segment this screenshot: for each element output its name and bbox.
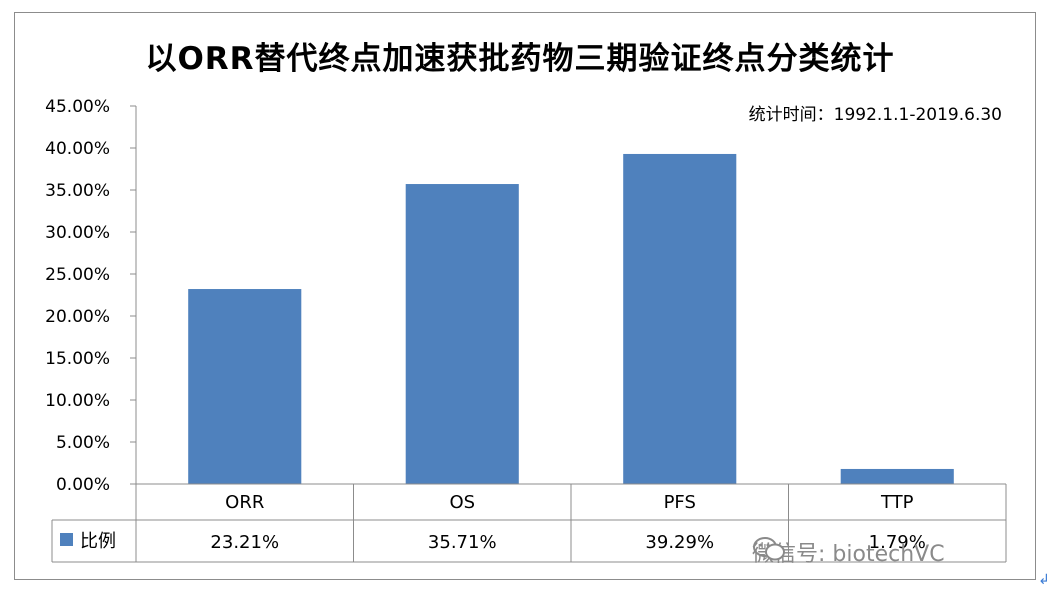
- watermark: 微信号: biotechVC: [752, 536, 945, 568]
- table-value-label: 35.71%: [428, 532, 497, 553]
- table-value-label: 1.79%: [869, 532, 926, 553]
- chart-subtitle: 统计时间：1992.1.1-2019.6.30: [748, 105, 1002, 125]
- x-category-label: TTP: [880, 492, 914, 513]
- table-value-label: 23.21%: [210, 532, 279, 553]
- y-tick-label: 0.00%: [56, 475, 110, 495]
- legend-swatch: [60, 533, 73, 546]
- y-tick-label: 10.00%: [45, 391, 110, 411]
- y-tick-label: 35.00%: [45, 181, 110, 201]
- y-tick-label: 20.00%: [45, 307, 110, 327]
- return-icon: ↲: [1038, 572, 1050, 588]
- bar-orr: [188, 289, 302, 484]
- bar-ttp: [840, 468, 954, 484]
- y-tick-label: 45.00%: [45, 97, 110, 117]
- y-tick-label: 25.00%: [45, 265, 110, 285]
- y-tick-label: 40.00%: [45, 139, 110, 159]
- chart-frame: [14, 12, 1036, 580]
- legend-label: 比例: [80, 531, 116, 552]
- bar-pfs: [623, 153, 737, 485]
- y-tick-label: 5.00%: [56, 433, 110, 453]
- y-tick-label: 15.00%: [45, 349, 110, 369]
- x-category-label: PFS: [664, 492, 696, 513]
- wechat-icon: [753, 537, 785, 561]
- x-category-label: OS: [449, 492, 475, 513]
- table-value-label: 39.29%: [645, 532, 714, 553]
- x-category-label: ORR: [225, 492, 264, 513]
- bar-os: [405, 184, 519, 484]
- y-tick-label: 30.00%: [45, 223, 110, 243]
- chart-title: 以ORR替代终点加速获批药物三期验证终点分类统计: [145, 41, 895, 77]
